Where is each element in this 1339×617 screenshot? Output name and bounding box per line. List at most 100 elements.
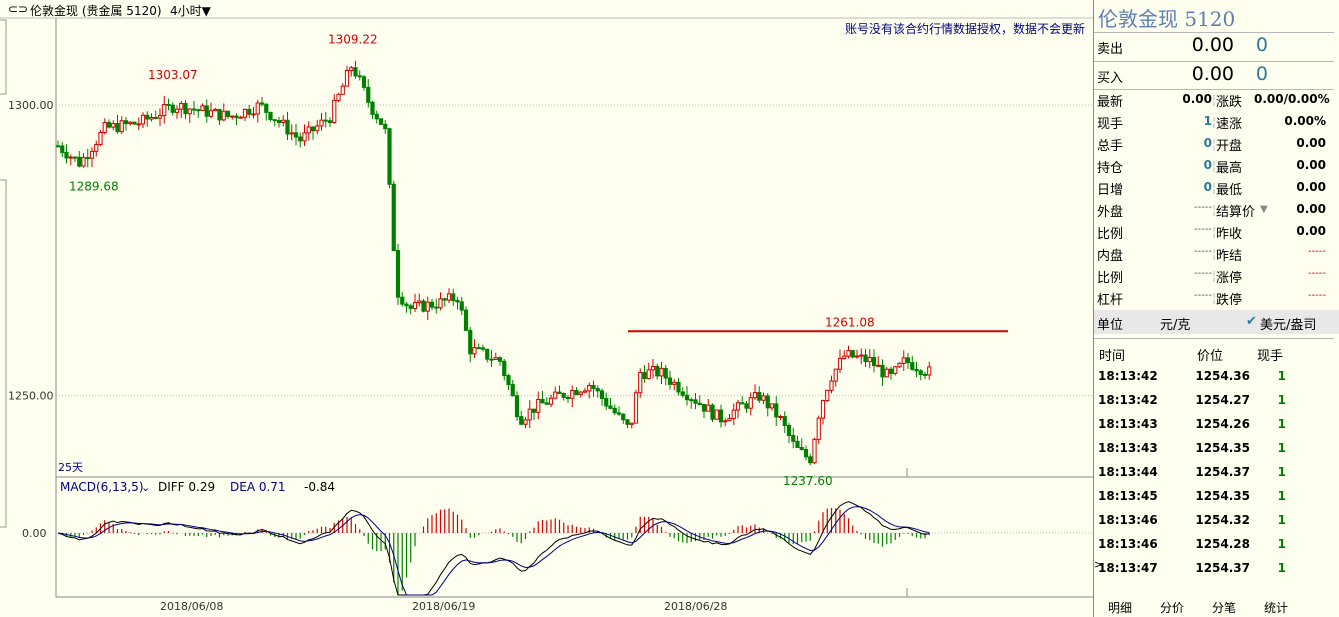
candle-body[interactable] xyxy=(791,435,796,442)
candle-body[interactable] xyxy=(68,156,73,159)
candle-body[interactable] xyxy=(349,67,354,71)
candle-body[interactable] xyxy=(876,364,881,367)
candle-body[interactable] xyxy=(536,398,541,413)
candle-body[interactable] xyxy=(854,355,860,358)
candle-body[interactable] xyxy=(247,108,252,115)
candle-body[interactable] xyxy=(676,381,681,393)
tick-row[interactable]: 18:13:46 1254.32 1 xyxy=(1094,511,1339,531)
candle-body[interactable] xyxy=(293,132,299,138)
candle-body[interactable] xyxy=(298,136,303,142)
candle-body[interactable] xyxy=(757,392,762,401)
candle-body[interactable] xyxy=(412,302,418,309)
candle-body[interactable] xyxy=(837,357,843,370)
candle-body[interactable] xyxy=(306,126,311,134)
candle-body[interactable] xyxy=(480,347,486,350)
candle-body[interactable] xyxy=(387,128,392,185)
macd-label[interactable]: MACD(6,13,5) xyxy=(60,480,144,494)
candle-body[interactable] xyxy=(140,114,146,125)
candle-body[interactable] xyxy=(128,121,133,125)
candle-body[interactable] xyxy=(242,108,248,118)
candle-body[interactable] xyxy=(395,250,401,298)
candle-body[interactable] xyxy=(204,105,209,117)
candle-body[interactable] xyxy=(442,298,447,301)
candle-body[interactable] xyxy=(485,348,490,360)
candle-body[interactable] xyxy=(81,157,86,167)
candle-body[interactable] xyxy=(642,371,647,380)
candle-body[interactable] xyxy=(765,395,770,409)
candle-body[interactable] xyxy=(166,104,171,107)
candle-body[interactable] xyxy=(718,409,724,423)
candle-body[interactable] xyxy=(162,104,167,117)
tick-row[interactable]: 18:13:43 1254.35 1 xyxy=(1094,439,1339,459)
tick-row[interactable]: 18:13:44 1254.37 1 xyxy=(1094,463,1339,483)
candle-body[interactable] xyxy=(689,399,694,402)
unit-value[interactable]: 元/克 xyxy=(1160,318,1191,333)
candle-body[interactable] xyxy=(230,115,235,118)
candle-body[interactable] xyxy=(179,102,184,110)
candle-body[interactable] xyxy=(820,400,826,419)
candle-body[interactable] xyxy=(842,355,847,359)
candle-body[interactable] xyxy=(468,329,473,355)
candle-body[interactable] xyxy=(910,362,915,370)
candle-body[interactable] xyxy=(98,131,103,146)
candle-body[interactable] xyxy=(281,119,286,123)
candle-body[interactable] xyxy=(570,389,575,399)
candle-body[interactable] xyxy=(136,123,141,126)
candle-body[interactable] xyxy=(289,132,294,135)
candle-body[interactable] xyxy=(557,391,562,395)
candle-body[interactable] xyxy=(514,395,520,418)
sell-price[interactable]: 0.00 xyxy=(1191,34,1234,56)
candle-body[interactable] xyxy=(723,420,728,423)
candle-body[interactable] xyxy=(710,404,715,420)
candle-body[interactable] xyxy=(489,358,494,361)
candle-body[interactable] xyxy=(778,416,783,419)
candle-body[interactable] xyxy=(315,125,320,132)
candle-body[interactable] xyxy=(123,120,129,125)
candle-body[interactable] xyxy=(888,368,894,374)
tab-stats[interactable]: 统计 xyxy=(1263,601,1288,615)
candle-body[interactable] xyxy=(863,354,868,363)
candle-body[interactable] xyxy=(663,367,668,379)
candle-body[interactable] xyxy=(774,403,779,418)
candle-body[interactable] xyxy=(901,357,906,364)
tick-row[interactable]: 18:13:47 1254.37 1 xyxy=(1094,559,1339,579)
candle-body[interactable] xyxy=(221,110,226,121)
candle-body[interactable] xyxy=(421,300,426,312)
candle-body[interactable] xyxy=(417,300,422,304)
candle-body[interactable] xyxy=(752,392,758,399)
candle-body[interactable] xyxy=(706,404,711,412)
candle-body[interactable] xyxy=(595,388,600,392)
candle-body[interactable] xyxy=(871,357,877,367)
candle-body[interactable] xyxy=(196,109,201,112)
candle-body[interactable] xyxy=(149,116,154,120)
candle-body[interactable] xyxy=(327,120,333,124)
chevron-down-icon[interactable]: ⌄ xyxy=(141,481,150,494)
candle-body[interactable] xyxy=(370,101,375,115)
candle-body[interactable] xyxy=(922,373,928,376)
candle-body[interactable] xyxy=(680,391,685,396)
candle-body[interactable] xyxy=(740,402,745,405)
candle-body[interactable] xyxy=(115,123,120,133)
candle-body[interactable] xyxy=(434,306,439,309)
candle-body[interactable] xyxy=(867,357,872,363)
candle-body[interactable] xyxy=(795,440,800,449)
candle-body[interactable] xyxy=(446,293,452,301)
candle-body[interactable] xyxy=(238,116,243,119)
candle-body[interactable] xyxy=(319,119,324,127)
candle-body[interactable] xyxy=(803,449,809,458)
candle-body[interactable] xyxy=(213,108,218,112)
tick-row[interactable]: 18:13:43 1254.26 1 xyxy=(1094,415,1339,435)
candle-body[interactable] xyxy=(391,183,396,252)
candle-body[interactable] xyxy=(893,366,898,374)
candle-body[interactable] xyxy=(493,357,498,360)
candle-body[interactable] xyxy=(502,360,507,377)
candle-body[interactable] xyxy=(217,108,222,121)
candle-body[interactable] xyxy=(64,151,69,159)
candle-body[interactable] xyxy=(259,102,265,105)
candle-body[interactable] xyxy=(310,126,316,132)
candle-body[interactable] xyxy=(85,157,90,160)
candle-body[interactable] xyxy=(208,110,214,117)
candle-body[interactable] xyxy=(234,115,239,119)
candle-body[interactable] xyxy=(553,391,558,399)
candle-body[interactable] xyxy=(60,145,65,153)
